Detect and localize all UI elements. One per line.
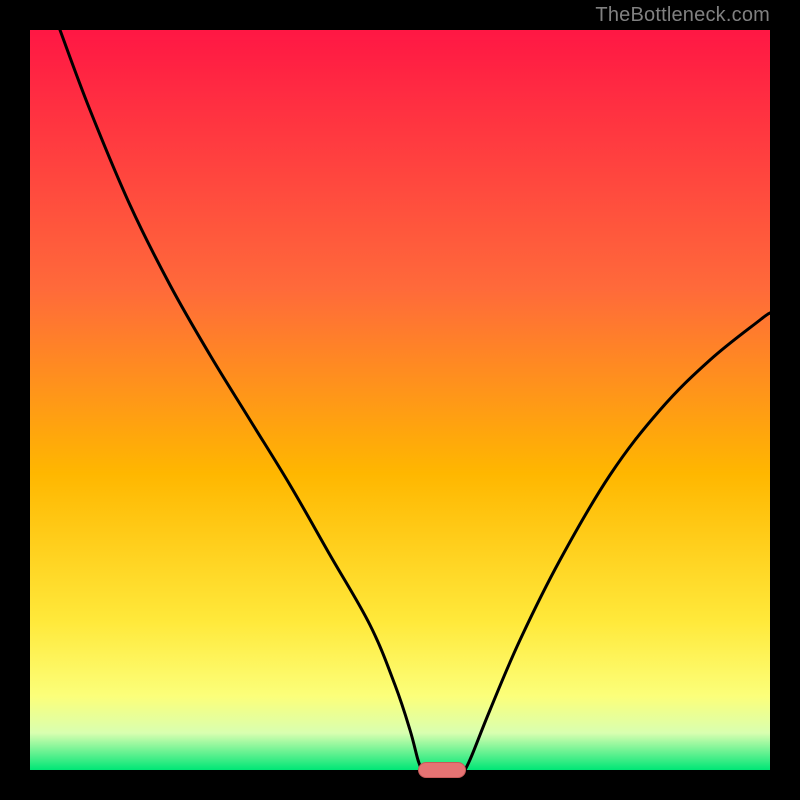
left-curve bbox=[60, 30, 422, 770]
optimal-marker bbox=[418, 762, 466, 778]
right-curve bbox=[465, 313, 770, 770]
bottleneck-curve bbox=[0, 0, 800, 800]
